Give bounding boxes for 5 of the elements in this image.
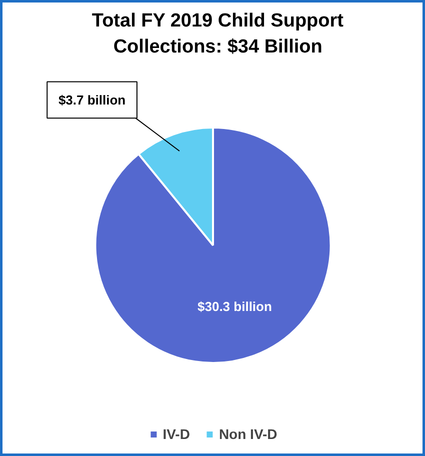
chart-title: Total FY 2019 Child Support Collections: $34 Billion xyxy=(92,10,344,58)
legend-label: Non IV-D xyxy=(218,426,278,442)
legend-label: IV-D xyxy=(162,426,190,442)
data-label: $30.3 billion xyxy=(198,298,272,314)
data-label: $3.7 billion xyxy=(58,92,126,108)
